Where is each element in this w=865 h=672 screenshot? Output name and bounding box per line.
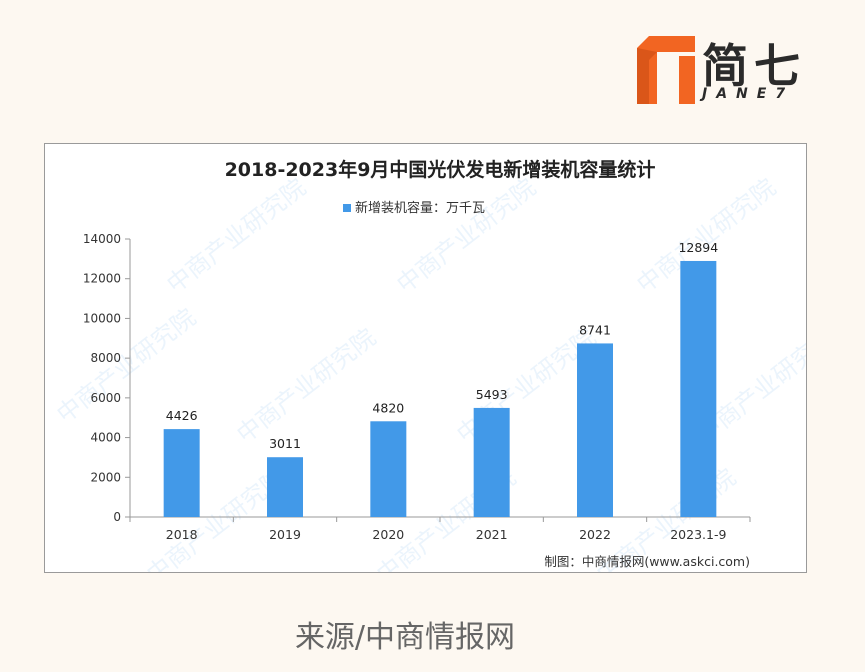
x-tick-label: 2019 xyxy=(269,527,301,542)
y-tick-label: 6000 xyxy=(90,391,121,405)
legend-swatch xyxy=(343,204,351,212)
bar xyxy=(163,429,200,517)
y-tick-label: 14000 xyxy=(83,232,121,246)
bar xyxy=(680,260,717,517)
y-tick-label: 0 xyxy=(113,510,121,524)
watermark-text: 中商产业研究院 xyxy=(161,173,311,298)
chart-frame: 中商产业研究院 中商产业研究院 中商产业研究院 中商产业研究院 中商产业研究院 中商产业研… xyxy=(44,143,807,573)
legend-label: 新增装机容量：万千瓦 xyxy=(355,200,485,216)
y-tick-label: 12000 xyxy=(83,272,121,286)
data-label: 5493 xyxy=(476,387,508,402)
data-labels: 4426 3011 4820 5493 8741 12894 xyxy=(166,240,719,451)
data-label: 3011 xyxy=(269,436,301,451)
x-tick-label: 2020 xyxy=(372,527,404,542)
logo-subtext: JANE7 xyxy=(702,86,795,102)
watermark-text: 中商产业研究院 xyxy=(391,173,541,298)
y-tick-label: 2000 xyxy=(90,470,121,484)
x-tick-label: 2022 xyxy=(579,527,611,542)
x-axis: 2018 2019 2020 2021 2022 2023.1-9 xyxy=(129,516,751,542)
chart-title: 2018-2023年9月中国光伏发电新增装机容量统计 xyxy=(225,158,656,181)
bar xyxy=(473,407,510,517)
x-tick-label: 2018 xyxy=(166,527,198,542)
bar xyxy=(577,343,613,517)
data-label: 8741 xyxy=(579,322,611,337)
bar xyxy=(267,457,303,517)
x-tick-label: 2021 xyxy=(476,527,508,542)
x-tick-label: 2023.1-9 xyxy=(670,527,726,542)
jane7-logo-mark xyxy=(637,36,695,104)
y-tick-label: 10000 xyxy=(83,311,121,325)
logo-text: 简七 xyxy=(702,39,806,93)
chart-credit: 制图：中商情报网(www.askci.com) xyxy=(544,554,750,569)
y-axis: 0 2000 4000 6000 8000 10000 12000 14000 xyxy=(83,232,131,524)
data-label: 4426 xyxy=(166,408,198,423)
watermark-text: 中商产业研究院 xyxy=(231,323,381,448)
bar xyxy=(370,421,407,517)
source-caption: 来源/中商情报网 xyxy=(294,620,516,655)
data-label: 12894 xyxy=(678,240,718,255)
bars xyxy=(163,260,717,517)
y-tick-label: 4000 xyxy=(90,431,121,445)
y-tick-label: 8000 xyxy=(90,351,121,365)
data-label: 4820 xyxy=(372,400,404,415)
